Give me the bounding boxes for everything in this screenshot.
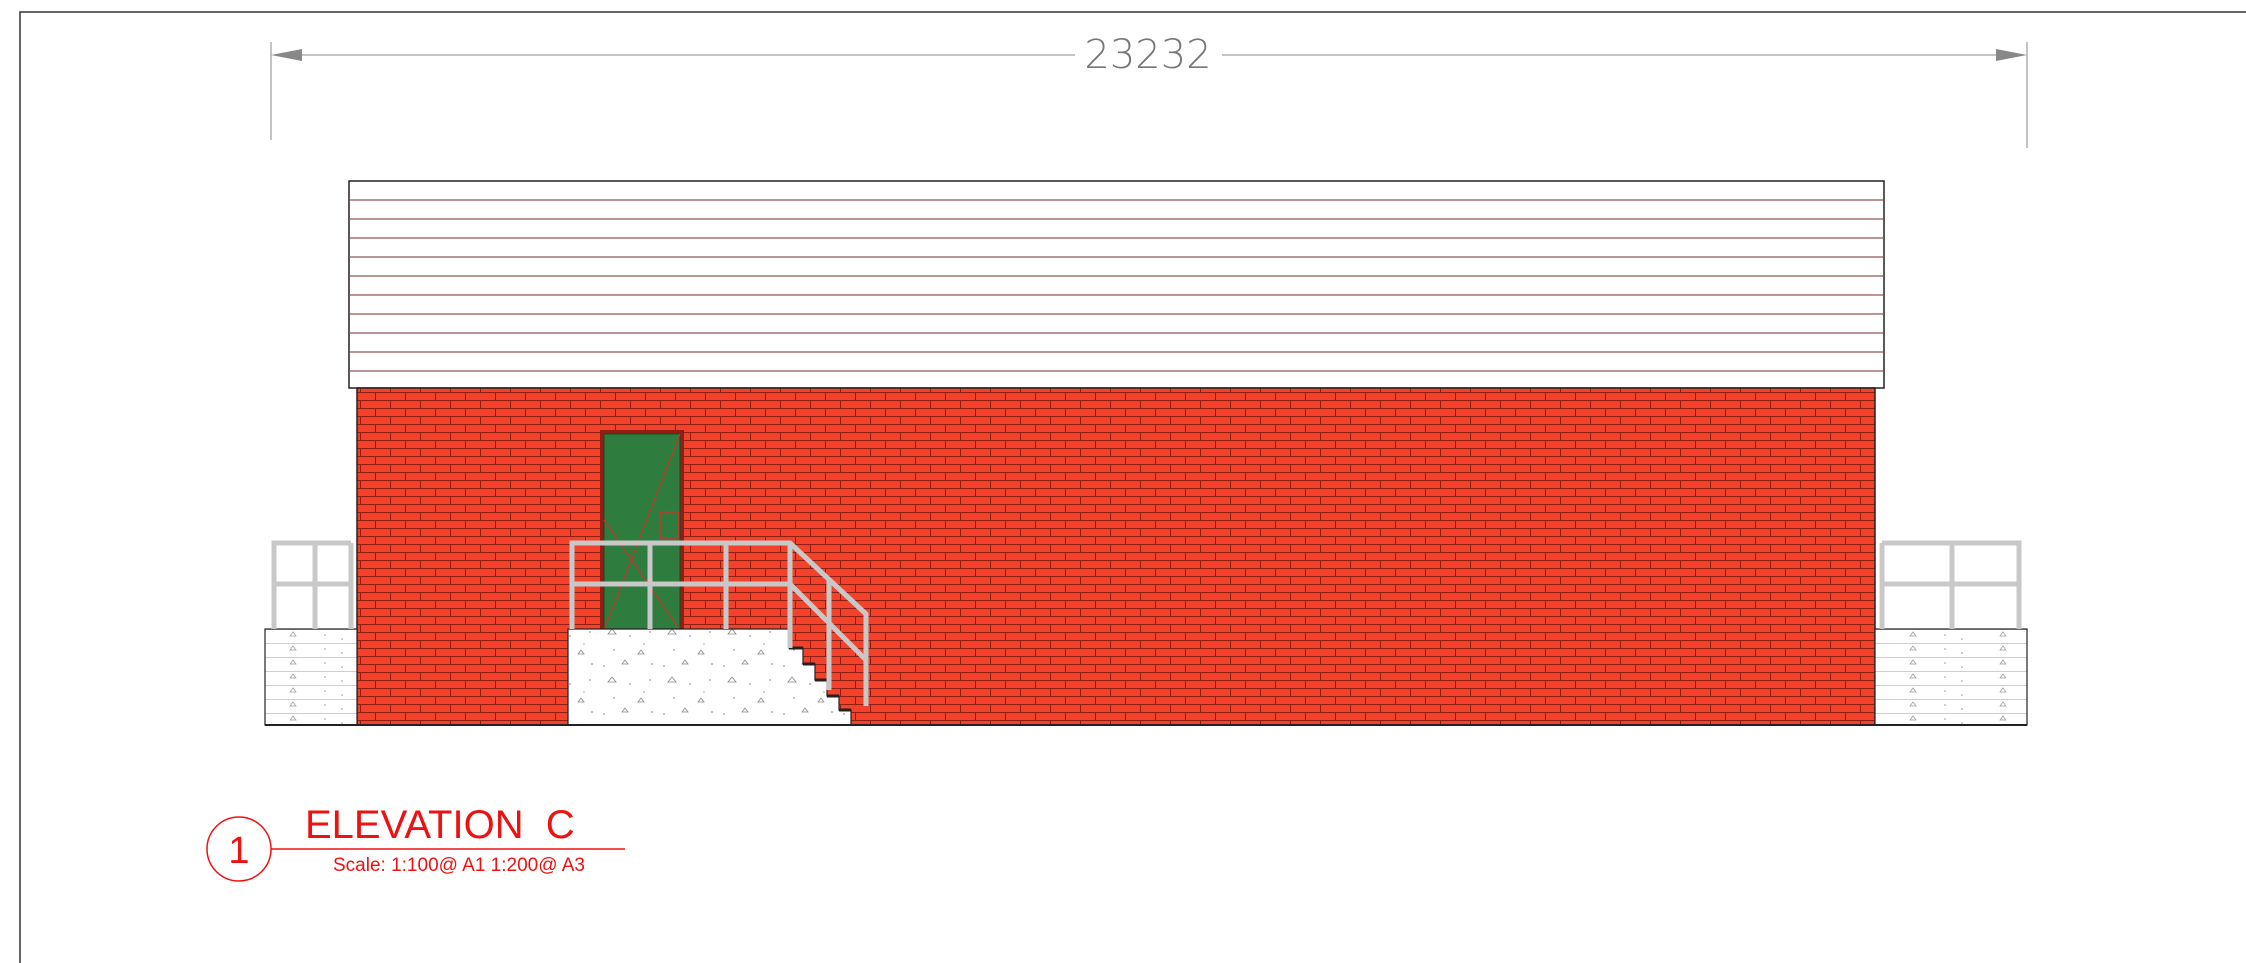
view-scale: Scale: 1:100@ A1 1:200@ A3	[333, 855, 585, 876]
dimension-label: 23232	[1084, 32, 1211, 78]
view-title: ELEVATION C	[305, 803, 575, 847]
side-railing-left	[271, 540, 354, 629]
dimension-arrow-right	[1996, 49, 2027, 61]
entry-railing	[569, 540, 869, 706]
side-railing-right	[1879, 540, 2022, 629]
door-handle	[659, 511, 679, 539]
dimension-arrow-left	[271, 49, 302, 61]
roof-cladding-lines	[350, 199, 1883, 372]
door-swing-line	[603, 433, 681, 631]
side-platform-right	[1874, 628, 2028, 726]
side-platform-left	[264, 628, 358, 726]
roof-fascia	[348, 180, 1885, 389]
view-number: 1	[228, 830, 249, 872]
overall-dimension: 23232	[270, 32, 2028, 148]
entry-door	[600, 430, 684, 631]
title-block: 1 ELEVATION C Scale: 1:100@ A1 1:200@ A3	[206, 803, 625, 882]
stair-tread-lines	[789, 646, 851, 712]
sheet-border	[19, 11, 2246, 963]
